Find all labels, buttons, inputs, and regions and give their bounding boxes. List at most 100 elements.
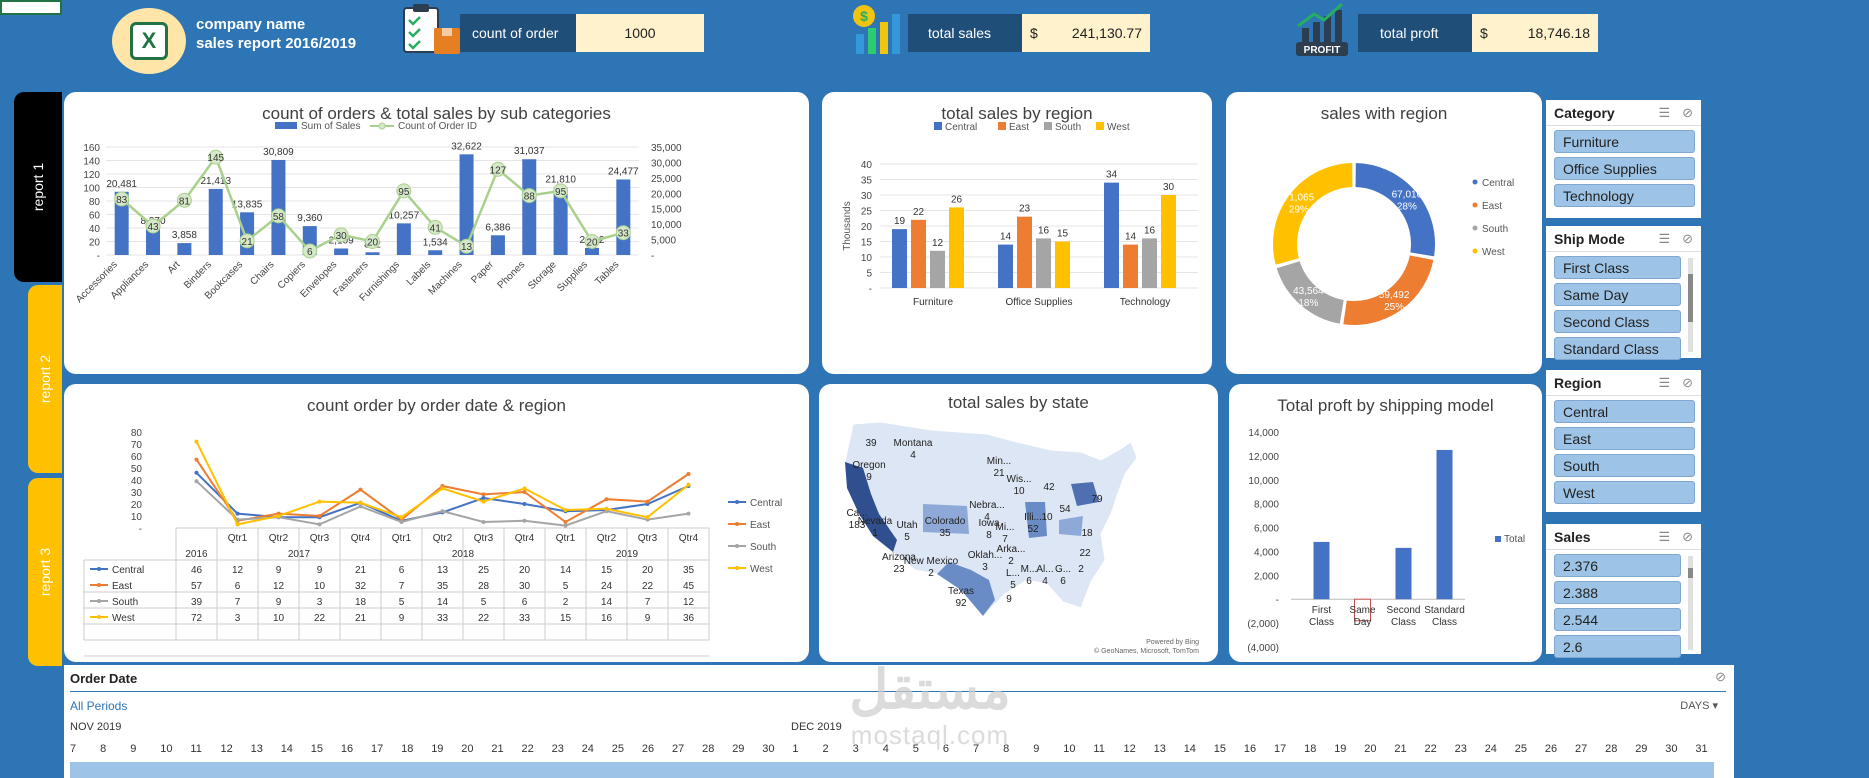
- timeline-day[interactable]: 21: [491, 743, 504, 755]
- slicer-sales-item[interactable]: 2.376: [1554, 554, 1681, 577]
- multi-select-icon[interactable]: ☰: [1658, 104, 1671, 120]
- timeline-day[interactable]: 20: [461, 743, 474, 755]
- slicer-sales-item[interactable]: 2.388: [1554, 581, 1681, 604]
- timeline-day[interactable]: 16: [1243, 743, 1257, 755]
- timeline-day[interactable]: 18: [1304, 743, 1317, 755]
- timeline-day[interactable]: 4: [882, 743, 889, 755]
- timeline-day[interactable]: 8: [1003, 743, 1010, 755]
- slicer-shipmode-item[interactable]: Same Day: [1554, 283, 1681, 306]
- timeline-all-periods[interactable]: All Periods: [70, 699, 128, 713]
- timeline-day[interactable]: 18: [401, 743, 414, 755]
- timeline-day[interactable]: 26: [641, 743, 655, 755]
- timeline-day[interactable]: 15: [1213, 743, 1227, 755]
- bar-data-label: 10,257: [389, 210, 420, 221]
- clear-filter-icon[interactable]: ⊘: [1682, 230, 1693, 246]
- timeline-day[interactable]: 2: [822, 743, 829, 755]
- timeline-day[interactable]: 23: [551, 743, 564, 755]
- timeline-day[interactable]: 22: [521, 743, 534, 755]
- clear-filter-icon[interactable]: ⊘: [1682, 528, 1693, 544]
- timeline-day[interactable]: 10: [160, 743, 173, 755]
- slicer-shipmode-item[interactable]: Standard Class: [1554, 337, 1681, 360]
- timeline-day[interactable]: 10: [1063, 743, 1076, 755]
- timeline-day[interactable]: 17: [1274, 743, 1287, 755]
- tab-report-1[interactable]: report 1: [14, 92, 62, 282]
- line-point: [114, 191, 130, 207]
- timeline-day[interactable]: 17: [371, 743, 384, 755]
- chart-subcategories-title: count of orders & total sales by sub cat…: [262, 104, 611, 123]
- line-point: [317, 499, 322, 504]
- multi-select-icon[interactable]: ☰: [1658, 230, 1671, 246]
- kpi-sales-label: total sales: [908, 14, 1022, 52]
- timeline-day[interactable]: 27: [672, 743, 685, 755]
- timeline-day[interactable]: 12: [1123, 743, 1136, 755]
- timeline-day[interactable]: 28: [702, 743, 715, 755]
- timeline-day[interactable]: 24: [581, 743, 594, 755]
- timeline-day[interactable]: 19: [431, 743, 444, 755]
- timeline-day[interactable]: 7: [973, 743, 980, 755]
- timeline-bar[interactable]: [70, 762, 1714, 778]
- tab-report-3[interactable]: report 3: [28, 478, 62, 666]
- timeline-day[interactable]: 25: [611, 743, 625, 755]
- slice-pct-label: 18%: [1298, 298, 1318, 309]
- timeline-day[interactable]: 16: [340, 743, 354, 755]
- state-value-label: 4: [910, 450, 916, 461]
- timeline-day[interactable]: 6: [942, 743, 950, 755]
- timeline-day[interactable]: 14: [280, 743, 293, 755]
- timeline-day[interactable]: 3: [852, 743, 859, 755]
- timeline-day[interactable]: 1: [792, 743, 799, 755]
- slicer-scrollbar[interactable]: [1688, 556, 1693, 650]
- timeline-day[interactable]: 13: [250, 743, 263, 755]
- timeline-day[interactable]: 8: [100, 743, 107, 755]
- table-cell: 12: [232, 565, 244, 576]
- slicer-sales-item[interactable]: 2.544: [1554, 608, 1681, 631]
- timeline-day[interactable]: 26: [1544, 743, 1558, 755]
- timeline-day[interactable]: 14: [1183, 743, 1196, 755]
- timeline-day[interactable]: 30: [762, 743, 775, 755]
- timeline-day[interactable]: 22: [1424, 743, 1437, 755]
- slicer-region-item[interactable]: West: [1554, 481, 1695, 504]
- timeline-unit-dropdown[interactable]: DAYS ▾: [1680, 700, 1718, 712]
- timeline-day[interactable]: 29: [1635, 743, 1648, 755]
- timeline-day[interactable]: 31: [1695, 743, 1708, 755]
- selected-cell[interactable]: [0, 0, 62, 15]
- slicer-sales-item[interactable]: 2.6: [1554, 635, 1681, 658]
- timeline-day[interactable]: 5: [912, 743, 919, 755]
- timeline-day[interactable]: 13: [1153, 743, 1166, 755]
- clear-filter-icon[interactable]: ⊘: [1682, 104, 1693, 120]
- slicer-region-item[interactable]: East: [1554, 427, 1695, 450]
- tab-report-2[interactable]: report 2: [28, 285, 62, 473]
- timeline-day[interactable]: 23: [1454, 743, 1467, 755]
- slicer-category-item[interactable]: Office Supplies: [1554, 157, 1695, 180]
- timeline-day[interactable]: 30: [1665, 743, 1678, 755]
- slicer-shipmode-item[interactable]: Second Class: [1554, 310, 1681, 333]
- timeline-day[interactable]: 28: [1605, 743, 1618, 755]
- timeline-day[interactable]: 9: [130, 743, 137, 755]
- line-data-label: 21: [242, 237, 254, 248]
- timeline-day[interactable]: 11: [190, 743, 202, 755]
- timeline-day[interactable]: 27: [1575, 743, 1588, 755]
- timeline-day[interactable]: 9: [1033, 743, 1040, 755]
- timeline-day[interactable]: 12: [220, 743, 233, 755]
- timeline-day[interactable]: 7: [70, 743, 77, 755]
- legend-marker: [735, 500, 739, 504]
- timeline-day[interactable]: 11: [1093, 743, 1105, 755]
- timeline-day[interactable]: 19: [1334, 743, 1347, 755]
- timeline-day[interactable]: 21: [1394, 743, 1407, 755]
- timeline-day[interactable]: 29: [732, 743, 745, 755]
- clear-filter-icon[interactable]: ⊘: [1682, 374, 1693, 390]
- timeline-divider: [70, 691, 1726, 692]
- slicer-scrollbar[interactable]: [1688, 258, 1693, 352]
- slicer-category-item[interactable]: Furniture: [1554, 130, 1695, 153]
- multi-select-icon[interactable]: ☰: [1658, 528, 1671, 544]
- slicer-region-item[interactable]: South: [1554, 454, 1695, 477]
- timeline-day[interactable]: 25: [1514, 743, 1528, 755]
- bar: [208, 188, 223, 255]
- timeline-day[interactable]: 15: [310, 743, 324, 755]
- slicer-region-item[interactable]: Central: [1554, 400, 1695, 423]
- slicer-category-item[interactable]: Technology: [1554, 184, 1695, 207]
- multi-select-icon[interactable]: ☰: [1658, 374, 1671, 390]
- timeline-day[interactable]: 20: [1364, 743, 1377, 755]
- slicer-shipmode-item[interactable]: First Class: [1554, 256, 1681, 279]
- timeline-day[interactable]: 24: [1484, 743, 1497, 755]
- clear-filter-icon[interactable]: ⊘: [1715, 669, 1726, 684]
